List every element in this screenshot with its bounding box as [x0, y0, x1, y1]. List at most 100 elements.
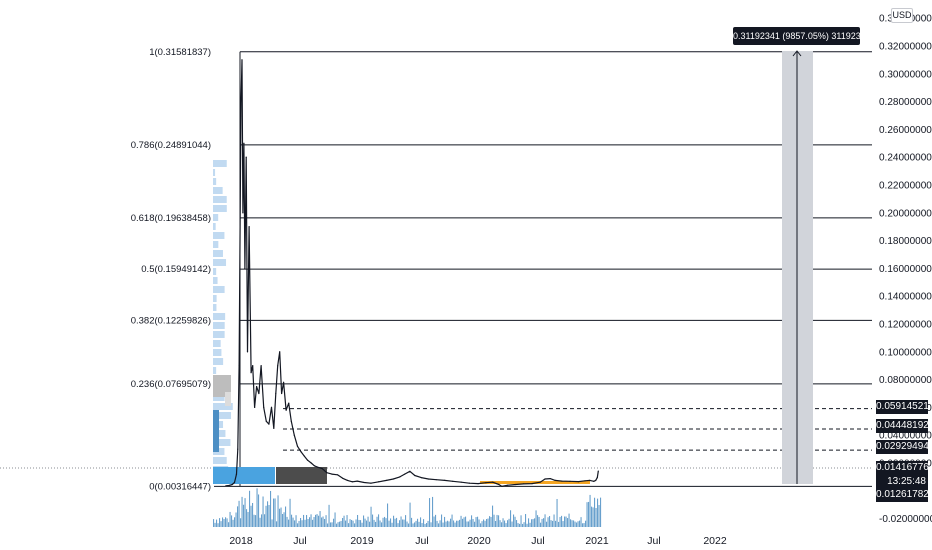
- volume-bar: [517, 523, 519, 527]
- volume-bar: [396, 517, 398, 527]
- fib-range-boxes: [213, 467, 590, 484]
- price-point: [342, 477, 344, 479]
- volume-bar: [519, 523, 521, 527]
- price-label-box: 0.02929494: [876, 440, 929, 454]
- volume-bar: [289, 498, 291, 527]
- volume-bar: [588, 501, 590, 527]
- volume-bar: [441, 514, 443, 527]
- volume-bar: [388, 520, 390, 527]
- volume-bar: [220, 521, 222, 527]
- volume-bar: [403, 519, 405, 527]
- volume-bar: [304, 519, 306, 527]
- price-point: [392, 478, 394, 480]
- volume-bar: [555, 520, 557, 527]
- profile-bar: [213, 205, 227, 212]
- y-tick-label: 0.10000000: [879, 347, 932, 358]
- y-tick-label: 0.28000000: [879, 97, 932, 108]
- volume-bar: [249, 490, 251, 527]
- volume-bar: [567, 518, 569, 527]
- price-point: [313, 465, 316, 467]
- volume-bar: [457, 520, 459, 527]
- range-box: [276, 467, 327, 484]
- volume-bar: [472, 519, 474, 527]
- volume-histogram: [213, 488, 602, 527]
- volume-bar: [412, 523, 414, 527]
- price-label-box: 13:25:48: [876, 475, 928, 489]
- volume-bar: [298, 520, 300, 527]
- volume-bar: [456, 520, 458, 527]
- volume-bar: [429, 498, 431, 527]
- currency-label[interactable]: USD: [891, 8, 913, 23]
- volume-bar: [319, 511, 321, 527]
- volume-bar: [487, 518, 489, 527]
- profile-bar: [213, 358, 224, 365]
- volume-bar: [471, 515, 473, 527]
- volume-bar: [508, 518, 510, 527]
- volume-bar: [262, 496, 264, 527]
- volume-bar: [405, 515, 407, 527]
- y-tick-label: 0.16000000: [879, 264, 932, 275]
- volume-bar: [369, 521, 371, 527]
- price-point: [507, 484, 509, 486]
- volume-bar: [436, 520, 438, 527]
- volume-bar: [234, 517, 236, 527]
- price-point: [275, 392, 277, 395]
- price-point: [468, 482, 470, 484]
- volume-bar: [447, 520, 449, 527]
- volume-bar: [334, 512, 336, 527]
- profile-bar: [213, 259, 227, 266]
- y-tick-label: -0.02000000: [879, 514, 932, 525]
- price-point: [589, 479, 591, 481]
- time-axis[interactable]: 2018 Jul 2019 Jul 2020 Jul 2021 Jul 2022: [229, 535, 727, 547]
- price-point: [255, 385, 258, 388]
- fibonacci-retracement[interactable]: 1(0.31581837) 0.786(0.24891044) 0.618(0.19…: [131, 47, 872, 493]
- volume-bar: [306, 515, 308, 527]
- y-tick-label: 0.08000000: [879, 375, 932, 386]
- profile-bar: [213, 214, 219, 221]
- price-point: [233, 481, 236, 484]
- price-point: [539, 481, 541, 483]
- x-tick-label: 2020: [467, 535, 491, 547]
- price-point: [336, 474, 339, 476]
- volume-bar: [574, 521, 576, 527]
- volume-bar: [274, 498, 276, 527]
- volume-bar: [217, 523, 219, 527]
- volume-bar: [486, 519, 488, 527]
- profile-bar: [213, 178, 217, 185]
- price-point: [595, 479, 597, 481]
- volume-bar: [525, 514, 527, 527]
- volume-bar: [258, 494, 260, 527]
- volume-bar: [354, 523, 356, 527]
- price-point: [248, 226, 250, 228]
- y-tick-label: 0.18000000: [879, 236, 932, 247]
- volume-bar: [493, 514, 495, 527]
- volume-bar: [409, 502, 411, 527]
- volume-bar: [577, 521, 579, 527]
- volume-bar: [231, 515, 233, 527]
- volume-bar: [241, 496, 243, 527]
- price-point: [290, 420, 292, 422]
- volume-bar: [478, 519, 480, 527]
- price-range-measure[interactable]: [782, 50, 813, 484]
- volume-bar: [501, 522, 503, 527]
- price-point: [279, 351, 281, 353]
- price-label-box: 0.05914521: [876, 400, 929, 414]
- volume-bar: [391, 522, 393, 527]
- volume-bar: [276, 521, 278, 527]
- fib-level-label: 1(0.31581837): [149, 47, 211, 58]
- volume-bar: [511, 521, 513, 527]
- volume-bar: [547, 517, 549, 527]
- price-line: [225, 59, 599, 487]
- volume-bar: [376, 516, 378, 527]
- volume-profile: [213, 160, 233, 473]
- volume-bar: [589, 494, 591, 527]
- range-box: [213, 467, 275, 484]
- measure-arrow-head: [792, 50, 802, 57]
- volume-bar: [424, 523, 426, 527]
- x-tick-label: 2019: [350, 535, 374, 547]
- volume-bar: [480, 523, 482, 527]
- volume-bar: [406, 521, 408, 527]
- volume-bar: [384, 516, 386, 527]
- volume-bar: [576, 522, 578, 527]
